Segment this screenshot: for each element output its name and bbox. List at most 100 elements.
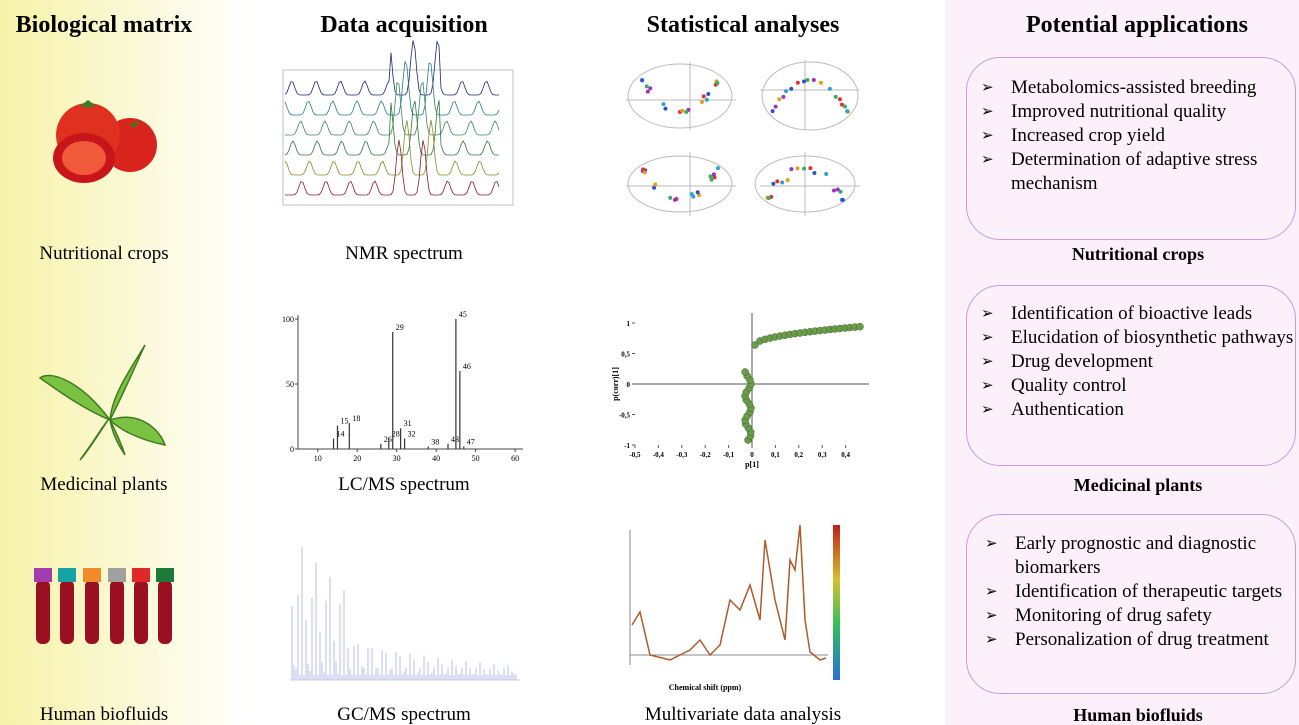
application-item: Quality control	[967, 374, 1295, 398]
x-axis-title: Chemical shift (ppm)	[669, 683, 742, 692]
peak-label: 45	[459, 310, 467, 319]
x-tick-label: 50	[472, 454, 480, 463]
x-tick-label: 10	[314, 454, 322, 463]
y-tick-label: -0,5	[619, 412, 631, 420]
spectrum-trace	[284, 119, 500, 176]
blood-tubes	[34, 568, 174, 644]
pca-dot	[780, 180, 785, 185]
y-tick-label: -1	[624, 442, 630, 450]
tomato	[53, 100, 157, 183]
x-tick-label: 0,1	[771, 451, 780, 459]
spectrum-trace	[285, 81, 500, 136]
peak-label: 15	[340, 417, 348, 426]
pca-dot	[661, 102, 666, 107]
pca-dot	[706, 91, 711, 96]
y-tick-label: 0,5	[621, 351, 630, 359]
pca-dot	[781, 94, 786, 99]
pca-dot	[648, 86, 653, 91]
y-tick-label: 0	[290, 445, 294, 454]
matrix-label: Medicinal plants	[40, 474, 168, 495]
spectrum-trace	[284, 40, 499, 96]
pca-dot	[784, 89, 789, 94]
pca-dot	[835, 187, 840, 192]
pca-dot	[833, 94, 838, 99]
pca-dot	[770, 109, 775, 114]
pca-dot	[663, 106, 668, 111]
x-tick-label: 20	[353, 454, 361, 463]
loading-line	[631, 524, 827, 661]
pca-dot	[842, 104, 847, 109]
application-box: Metabolomics-assisted breedingImproved n…	[966, 57, 1296, 240]
pca-dot	[766, 196, 771, 201]
pca-dot	[795, 80, 800, 85]
s-plot: -0,5 -0,4 -0,3 -0,2 -0,1 0 0,1 0,2 0,3 0,4 1 0,5 0 -0…	[611, 313, 869, 469]
peak-label: 47	[467, 437, 475, 446]
pca-dot	[818, 80, 823, 85]
x-axis-title: p[1]	[745, 460, 759, 469]
matrix-label: Human biofluids	[39, 704, 169, 725]
pca-dot	[695, 190, 700, 195]
pca-dot	[691, 194, 696, 199]
pca-dot	[641, 167, 646, 172]
point	[751, 341, 759, 349]
pca-dot	[715, 81, 720, 86]
pca-dot	[715, 166, 720, 171]
pca-dot	[838, 189, 843, 194]
x-tick-label: 60	[511, 454, 519, 463]
pca-dot	[831, 188, 836, 193]
peak-label: 31	[404, 419, 412, 428]
pca-dot	[645, 89, 650, 94]
application-title: Nutritional crops	[1071, 244, 1205, 264]
pca-dot	[644, 84, 649, 89]
application-item: Identification of bioactive leads	[967, 302, 1295, 326]
spectrum-trace	[284, 61, 500, 116]
pca-dot	[775, 179, 780, 184]
x-tick-label: 0,2	[794, 451, 803, 459]
application-box: Early prognostic and diagnostic biomarke…	[966, 514, 1296, 694]
pca-dot	[805, 78, 810, 83]
pca-plots	[626, 60, 860, 216]
pca-dot	[653, 182, 658, 187]
x-tick-label: -0,2	[700, 451, 712, 459]
pca-dot	[795, 166, 800, 171]
x-tick-label: 0	[750, 451, 754, 459]
pca-dot	[652, 185, 657, 190]
point	[856, 322, 864, 331]
peak-label: 32	[408, 430, 416, 439]
application-title: Human biofluids	[1073, 705, 1203, 725]
column-header: Potential applications	[1025, 12, 1248, 38]
pca-dot	[789, 167, 794, 172]
x-tick-label: 40	[432, 454, 440, 463]
x-tick-label: -0,1	[723, 451, 735, 459]
x-tick-label: 0,4	[841, 451, 850, 459]
acquisition-label: GC/MS spectrum	[337, 704, 471, 725]
x-tick-label: -0,3	[676, 451, 688, 459]
pca-dot	[684, 109, 689, 114]
application-item: Improved nutritional quality	[967, 100, 1295, 124]
pca-dot	[699, 100, 704, 105]
point	[741, 368, 749, 376]
pca-dot	[640, 78, 645, 83]
application-item: Monitoring of drug safety	[971, 604, 1295, 628]
analysis-label: Multivariate data analysis	[644, 704, 842, 725]
x-tick-label: 0,3	[818, 451, 827, 459]
spectrum-trace	[284, 139, 500, 196]
application-item: Increased crop yield	[967, 124, 1295, 148]
pca-dot	[802, 166, 807, 171]
pca-dot	[771, 181, 776, 186]
column-header: Statistical analyses	[646, 12, 840, 38]
y-tick-label: 50	[286, 380, 294, 389]
peak-label: 26	[384, 435, 392, 444]
application-item: Early prognostic and diagnostic biomarke…	[971, 532, 1295, 580]
y-tick-label: 100	[282, 315, 294, 324]
pca-dot	[704, 97, 709, 102]
peak-label: 43	[451, 435, 459, 444]
application-item: Authentication	[967, 398, 1295, 422]
pca-dot	[709, 177, 714, 182]
pca-dot	[845, 109, 850, 114]
pca-dot	[811, 78, 816, 83]
pca-dot	[789, 86, 794, 91]
peak-label: 38	[431, 437, 439, 446]
